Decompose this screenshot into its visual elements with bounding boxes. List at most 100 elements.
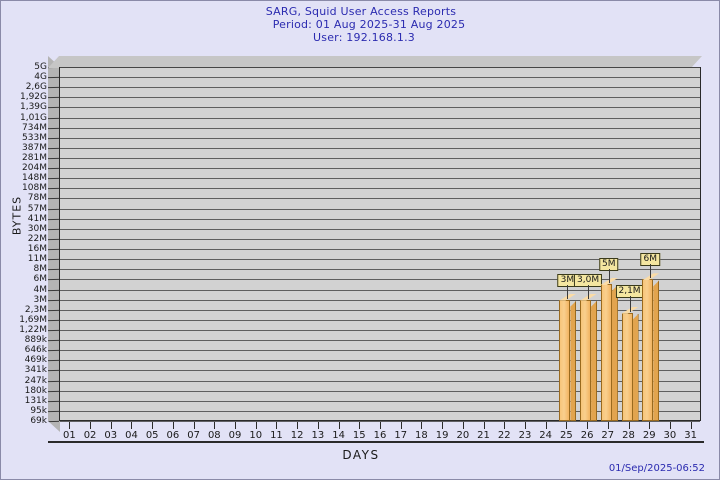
y-axis-tick-label: 180k bbox=[24, 385, 47, 396]
x-axis-tick bbox=[255, 422, 257, 429]
bar bbox=[642, 273, 660, 421]
generated-timestamp: 01/Sep/2025-06:52 bbox=[608, 463, 705, 474]
x-axis-tick-label: 07 bbox=[187, 430, 200, 441]
x-axis-tick bbox=[131, 422, 133, 429]
gridline bbox=[60, 319, 700, 321]
y-axis-tick-label: 387M bbox=[22, 142, 47, 153]
x-axis-tick-label: 06 bbox=[166, 430, 180, 441]
gridline bbox=[60, 147, 700, 149]
report-period: Period: 01 Aug 2025-31 Aug 2025 bbox=[272, 18, 466, 31]
y-axis-tick bbox=[48, 330, 59, 331]
y-axis-tick-label: 2,6G bbox=[25, 82, 47, 93]
bar-front-face bbox=[559, 299, 571, 421]
y-axis-tick-label: 1,92G bbox=[19, 92, 47, 103]
y-axis-tick-label: 5G bbox=[34, 62, 47, 72]
y-axis-tick bbox=[48, 77, 59, 78]
y-axis-tick-label: 57M bbox=[27, 203, 47, 214]
y-axis-tick-label: 889k bbox=[24, 335, 47, 346]
gridline bbox=[60, 97, 700, 99]
bar-front-face bbox=[580, 299, 592, 421]
y-axis-tick bbox=[48, 128, 59, 129]
gridline bbox=[60, 370, 700, 372]
x-axis-tick bbox=[380, 422, 381, 429]
x-axis-tick-label: 05 bbox=[145, 430, 159, 441]
bar-front-face bbox=[600, 283, 612, 421]
y-axis-tick bbox=[48, 391, 59, 392]
y-axis-tick bbox=[48, 279, 59, 280]
x-axis-tick-label: 20 bbox=[456, 430, 470, 441]
y-axis-tick-label: 108M bbox=[22, 183, 47, 194]
x-axis-tick bbox=[566, 422, 568, 429]
x-axis-tick-label: 24 bbox=[539, 430, 553, 441]
gridline bbox=[60, 269, 700, 271]
x-axis-tick bbox=[276, 422, 278, 429]
y-axis-tick-label: 16M bbox=[27, 244, 47, 255]
y-axis-tick bbox=[48, 168, 59, 169]
gridline bbox=[60, 158, 700, 160]
x-axis-tick bbox=[172, 422, 174, 429]
x-axis-tick-label: 16 bbox=[373, 430, 387, 441]
y-axis-tick-label: 247k bbox=[24, 375, 47, 386]
x-axis-tick-label: 31 bbox=[684, 430, 697, 441]
gridline bbox=[60, 400, 700, 402]
y-axis-tick-label: 2,3M bbox=[24, 304, 47, 315]
x-axis-tick bbox=[214, 422, 216, 429]
y-axis-tick-label: 3M bbox=[33, 294, 48, 305]
gridline bbox=[60, 218, 700, 220]
y-axis-tick bbox=[48, 239, 59, 240]
y-axis-tick-label: 1,01G bbox=[19, 112, 47, 123]
y-axis-tick bbox=[48, 401, 59, 402]
x-axis-tick-label: 15 bbox=[352, 430, 366, 441]
gridline bbox=[60, 178, 700, 180]
y-axis-tick-label: 533M bbox=[22, 132, 47, 143]
y-axis-tick bbox=[48, 320, 59, 321]
y-axis-tick bbox=[48, 300, 59, 301]
bar bbox=[600, 277, 618, 421]
y-axis-tick-label: 95k bbox=[30, 405, 47, 416]
x-axis-tick-label: 04 bbox=[125, 430, 138, 441]
y-axis-tick-label: 6M bbox=[33, 274, 48, 285]
x-axis-tick bbox=[90, 422, 92, 429]
y-axis-tick-label: 646k bbox=[24, 345, 47, 356]
y-axis-tick bbox=[48, 380, 59, 381]
y-axis-tick-label: 131k bbox=[24, 395, 47, 406]
gridline bbox=[60, 168, 700, 170]
bar-callout-stem bbox=[567, 284, 569, 299]
plot-left-depth-face bbox=[48, 56, 60, 432]
x-axis-tick-label: 12 bbox=[290, 430, 304, 441]
y-axis-tick-label: 469k bbox=[24, 355, 47, 366]
y-axis-tick-label: 11M bbox=[27, 254, 47, 265]
y-axis-tick-label: 204M bbox=[22, 163, 47, 174]
y-axis-tick bbox=[48, 269, 59, 270]
gridline bbox=[60, 67, 700, 68]
gridline bbox=[60, 87, 700, 89]
x-axis-tick bbox=[483, 422, 485, 429]
y-axis-tick-label: 22M bbox=[27, 233, 47, 244]
page-title: SARG, Squid User Access Reports bbox=[265, 5, 457, 18]
gridline bbox=[60, 127, 700, 129]
x-axis-tick bbox=[587, 422, 589, 429]
x-axis-tick-label: 30 bbox=[663, 430, 677, 441]
x-axis-tick-label: 17 bbox=[394, 430, 408, 441]
y-axis-tick bbox=[48, 259, 59, 260]
y-axis-tick bbox=[48, 178, 59, 179]
x-axis-tick bbox=[524, 422, 526, 429]
y-axis-tick bbox=[48, 370, 59, 371]
gridline bbox=[60, 309, 700, 311]
y-axis-tick bbox=[48, 249, 59, 250]
gridline bbox=[60, 350, 700, 352]
x-axis-tick bbox=[421, 422, 423, 429]
bar-side-face bbox=[570, 300, 577, 421]
x-axis-tick bbox=[338, 422, 340, 429]
gridline bbox=[60, 249, 700, 251]
x-axis-tick-label: 03 bbox=[104, 430, 118, 441]
y-axis-tick bbox=[48, 198, 59, 199]
bar-callout-stem bbox=[608, 268, 610, 283]
y-axis-tick bbox=[48, 148, 59, 149]
x-axis-tick-label: 29 bbox=[642, 430, 656, 441]
y-axis-tick bbox=[48, 340, 59, 341]
x-axis-tick bbox=[359, 422, 361, 429]
gridline bbox=[60, 238, 700, 240]
bar-front-face bbox=[642, 279, 654, 421]
